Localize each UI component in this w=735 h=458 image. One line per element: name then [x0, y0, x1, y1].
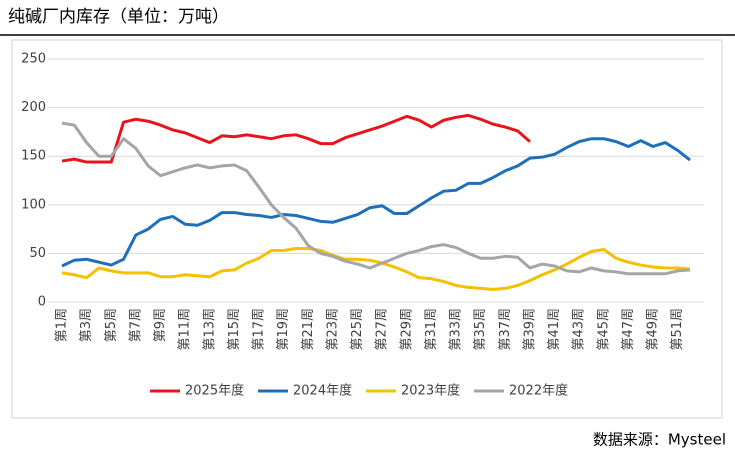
x-tick-label: 第11周 [178, 308, 193, 351]
x-tick-label: 第31周 [424, 308, 439, 351]
y-tick-label: 0 [38, 295, 46, 310]
source-note: 数据来源：Mysteel [593, 431, 726, 449]
x-tick-label: 第1周 [55, 308, 70, 342]
chart-frame [11, 39, 723, 419]
x-tick-label: 第51周 [670, 308, 685, 351]
x-tick-label: 第13周 [202, 308, 217, 351]
x-tick-label: 第3周 [79, 308, 94, 342]
x-tick-label: 第25周 [350, 308, 365, 351]
legend-label: 2022年度 [509, 383, 568, 399]
x-tick-label: 第23周 [325, 308, 340, 351]
series-line [61, 113, 531, 164]
y-tick-label: 100 [21, 197, 46, 212]
x-tick-label: 第15周 [227, 308, 242, 351]
legend-label: 2025年度 [185, 383, 244, 399]
y-tick-label: 150 [21, 149, 46, 164]
x-tick-label: 第9周 [153, 308, 168, 342]
y-tick-label: 50 [29, 246, 46, 261]
x-tick-label: 第21周 [301, 308, 316, 351]
y-tick-label: 250 [21, 52, 46, 67]
x-tick-label: 第37周 [498, 308, 513, 351]
chart-title: 纯碱厂内库存（单位：万吨） [8, 7, 229, 27]
x-tick-label: 第39周 [522, 308, 537, 351]
legend-label: 2024年度 [293, 383, 352, 399]
y-tick-label: 200 [21, 100, 46, 115]
x-tick-label: 第47周 [621, 308, 636, 351]
x-tick-label: 第41周 [547, 308, 562, 351]
x-tick-label: 第33周 [449, 308, 464, 351]
x-tick-label: 第49周 [646, 308, 661, 351]
x-tick-label: 第29周 [399, 308, 414, 351]
x-tick-label: 第35周 [473, 308, 488, 351]
series-line [61, 137, 691, 268]
x-tick-label: 第45周 [596, 308, 611, 351]
x-tick-label: 第5周 [104, 308, 119, 342]
x-tick-label: 第27周 [375, 308, 390, 351]
x-tick-label: 第17周 [252, 308, 267, 351]
x-tick-label: 第19周 [276, 308, 291, 351]
series-line [61, 247, 691, 291]
x-tick-label: 第43周 [572, 308, 587, 351]
x-tick-label: 第7周 [128, 308, 143, 342]
series-line [61, 121, 691, 276]
legend-label: 2023年度 [401, 383, 460, 399]
